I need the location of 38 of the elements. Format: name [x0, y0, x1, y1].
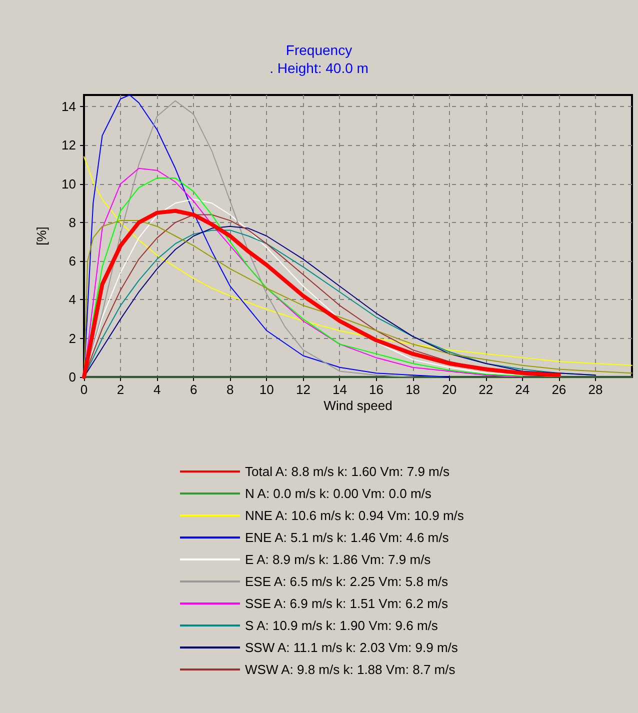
- legend-label: ESE A: 6.5 m/s k: 2.25 Vm: 5.8 m/s: [245, 574, 449, 589]
- x-tick-label: 4: [153, 382, 161, 397]
- y-axis-title: [%]: [34, 226, 49, 246]
- y-tick-label: 4: [68, 292, 76, 308]
- x-tick-label: 8: [226, 382, 234, 397]
- legend-label: SSE A: 6.9 m/s k: 1.51 Vm: 6.2 m/s: [245, 596, 449, 611]
- legend-label: Total A: 8.8 m/s k: 1.60 Vm: 7.9 m/s: [245, 464, 450, 479]
- x-axis-title: Wind speed: [324, 398, 392, 413]
- x-tick-label: 22: [478, 382, 494, 397]
- x-tick-label: 20: [442, 382, 457, 397]
- y-tick-label: 8: [68, 214, 76, 230]
- legend-label: S A: 10.9 m/s k: 1.90 Vm: 9.6 m/s: [245, 618, 438, 633]
- x-tick-label: 14: [332, 382, 347, 397]
- legend-label: NNE A: 10.6 m/s k: 0.94 Vm: 10.9 m/s: [245, 508, 464, 523]
- y-tick-label: 2: [68, 330, 76, 346]
- line-series: [84, 156, 632, 366]
- chart-subtitle: . Height: 40.0 m: [270, 60, 368, 76]
- x-tick-label: 0: [80, 382, 88, 397]
- y-tick-label: 14: [62, 99, 76, 114]
- legend-label: E A: 8.9 m/s k: 1.86 Vm: 7.9 m/s: [245, 552, 432, 567]
- x-tick-label: 26: [552, 382, 566, 397]
- y-tick-label: 12: [62, 138, 76, 153]
- legend-label: N A: 0.0 m/s k: 0.00 Vm: 0.0 m/s: [245, 486, 432, 501]
- x-tick-label: 24: [515, 382, 530, 397]
- x-tick-label: 6: [190, 382, 198, 397]
- x-tick-label: 28: [588, 382, 603, 397]
- legend-label: SSW A: 11.1 m/s k: 2.03 Vm: 9.9 m/s: [245, 640, 458, 655]
- x-tick-label: 12: [296, 382, 310, 397]
- x-tick-label: 16: [369, 382, 384, 397]
- x-tick-label: 18: [406, 382, 420, 397]
- y-tick-label: 0: [68, 370, 76, 384]
- legend-label: WSW A: 9.8 m/s k: 1.88 Vm: 8.7 m/s: [245, 662, 456, 677]
- legend-label: ENE A: 5.1 m/s k: 1.46 Vm: 4.6 m/s: [245, 530, 450, 545]
- y-tick-label: 6: [68, 254, 76, 269]
- y-tick-label: 10: [62, 176, 76, 192]
- x-tick-label: 10: [259, 382, 274, 397]
- chart-title: Frequency: [286, 42, 352, 58]
- x-tick-label: 2: [116, 382, 124, 397]
